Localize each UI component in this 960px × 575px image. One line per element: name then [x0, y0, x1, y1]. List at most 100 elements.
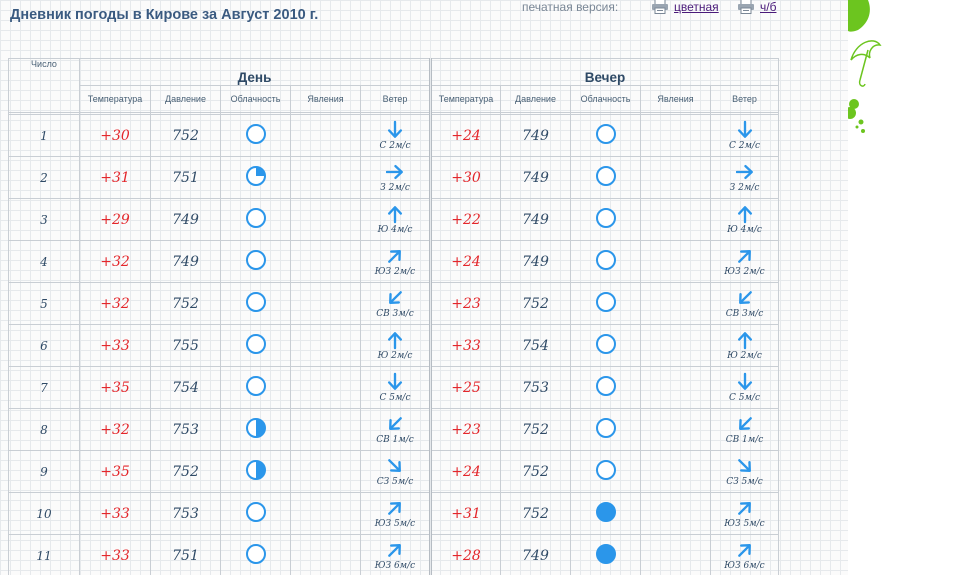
wind-label: С 2м/с — [728, 141, 760, 151]
umbrella-decoration-icon — [848, 0, 882, 133]
wind-label: ЮЗ 2м/с — [374, 267, 416, 277]
evening-temperature: +28 — [429, 534, 501, 575]
evening-pressure: 749 — [500, 156, 571, 199]
evening-temperature: +31 — [429, 492, 501, 535]
day-temperature: +33 — [79, 534, 151, 575]
day-pressure: 749 — [150, 240, 221, 283]
day-wind: С 2м/с — [360, 114, 431, 157]
day-wind: ЮЗ 6м/с — [360, 534, 431, 575]
cloudiness-quarter-icon — [245, 166, 266, 187]
printer-icon[interactable] — [651, 0, 669, 14]
wind-label: СВ 1м/с — [725, 435, 764, 445]
date-cell: 1 — [8, 114, 80, 157]
evening-wind: С 5м/с — [710, 366, 779, 409]
day-pressure: 753 — [150, 492, 221, 535]
date-cell: 6 — [8, 324, 80, 367]
wind-label: СЗ 5м/с — [726, 477, 763, 487]
evening-temperature: +25 — [429, 366, 501, 409]
wind-arrow-icon — [389, 291, 402, 304]
evening-wind-header: Ветер — [710, 85, 779, 113]
wind-arrow-icon — [387, 120, 403, 138]
evening-wind: Ю 4м/с — [710, 198, 779, 241]
wind-arrow-icon — [387, 372, 403, 390]
evening-pressure: 749 — [500, 534, 571, 575]
day-section-header: День — [79, 58, 431, 86]
evening-pressure: 752 — [500, 408, 571, 451]
day-temperature: +32 — [79, 282, 151, 325]
print-color-link[interactable]: цветная — [674, 0, 719, 14]
wind-label: ЮЗ 2м/с — [724, 267, 765, 277]
wind-arrow-icon — [735, 164, 753, 180]
wind-label: С 5м/с — [379, 393, 411, 403]
table-row: 1 +30 752 С 2м/с +24 749 С 2м/с — [8, 114, 779, 157]
evening-cloudiness — [570, 450, 641, 493]
table-row: 2 +31 751 З 2м/с +30 749 З 2м/с — [8, 156, 779, 199]
day-phenomena — [290, 492, 361, 535]
evening-wind: С 2м/с — [710, 114, 779, 157]
evening-cloudiness — [570, 408, 641, 451]
day-cloudiness — [220, 408, 291, 451]
wind-label: СВ 3м/с — [725, 309, 764, 319]
wind-label: С 5м/с — [728, 393, 760, 403]
evening-pressure: 754 — [500, 324, 571, 367]
evening-wind: ЮЗ 2м/с — [710, 240, 779, 283]
wind-label: СВ 1м/с — [376, 435, 414, 445]
cloudiness-clear-icon — [245, 334, 266, 355]
day-phenomena — [290, 366, 361, 409]
table-row: 11 +33 751 ЮЗ 6м/с +28 749 ЮЗ 6м/с — [8, 534, 779, 575]
day-pressure: 752 — [150, 114, 221, 157]
wind-arrow-icon — [387, 206, 403, 224]
evening-cloudiness — [570, 324, 641, 367]
wind-label: СВ 3м/с — [376, 309, 414, 319]
date-cell: 4 — [8, 240, 80, 283]
evening-pressure: 749 — [500, 240, 571, 283]
evening-phenomena-header: Явления — [640, 85, 711, 113]
wind-arrow-icon — [737, 206, 752, 224]
evening-phenomena — [640, 450, 711, 493]
evening-phenomena — [640, 408, 711, 451]
day-pressure: 753 — [150, 408, 221, 451]
table-row: 3 +29 749 Ю 4м/с +22 749 Ю 4м/с — [8, 198, 779, 241]
day-phenomena — [290, 198, 361, 241]
wind-arrow-icon — [388, 250, 401, 263]
table-row: 7 +35 754 С 5м/с +25 753 С 5м/с — [8, 366, 779, 409]
table-row: 10 +33 753 ЮЗ 5м/с +31 752 ЮЗ 5м/с — [8, 492, 779, 535]
evening-wind: ЮЗ 6м/с — [710, 534, 779, 575]
day-wind: ЮЗ 2м/с — [360, 240, 431, 283]
cloudiness-clear-icon — [595, 250, 616, 271]
wind-label: Ю 4м/с — [727, 225, 762, 235]
print-bw-link[interactable]: ч/б — [760, 0, 777, 14]
day-pressure-header: Давление — [150, 85, 221, 113]
evening-cloudiness — [570, 114, 641, 157]
evening-wind: СЗ 5м/с — [710, 450, 779, 493]
evening-phenomena — [640, 282, 711, 325]
day-temperature: +33 — [79, 492, 151, 535]
cloudiness-overcast-icon — [595, 544, 616, 565]
evening-cloudiness — [570, 156, 641, 199]
evening-cloudiness — [570, 198, 641, 241]
evening-cloudiness — [570, 366, 641, 409]
evening-wind: З 2м/с — [710, 156, 779, 199]
day-temperature: +32 — [79, 408, 151, 451]
evening-phenomena — [640, 198, 711, 241]
evening-pressure: 753 — [500, 366, 571, 409]
evening-phenomena — [640, 534, 711, 575]
wind-arrow-icon — [386, 164, 403, 180]
wind-label: ЮЗ 5м/с — [724, 519, 765, 529]
evening-temperature: +30 — [429, 156, 501, 199]
day-phenomena — [290, 114, 361, 157]
date-cell: 2 — [8, 156, 80, 199]
date-cell: 9 — [8, 450, 80, 493]
day-wind: СВ 3м/с — [360, 282, 431, 325]
cloudiness-overcast-icon — [595, 502, 616, 523]
wind-arrow-icon — [737, 250, 751, 263]
day-wind: Ю 2м/с — [360, 324, 431, 367]
cloudiness-clear-icon — [245, 250, 266, 271]
day-temperature: +32 — [79, 240, 151, 283]
evening-temperature: +24 — [429, 450, 501, 493]
day-pressure: 755 — [150, 324, 221, 367]
evening-cloudiness — [570, 282, 641, 325]
cloudiness-clear-icon — [595, 418, 616, 439]
printer-icon[interactable] — [737, 0, 755, 14]
wind-label: З 2м/с — [729, 183, 760, 193]
